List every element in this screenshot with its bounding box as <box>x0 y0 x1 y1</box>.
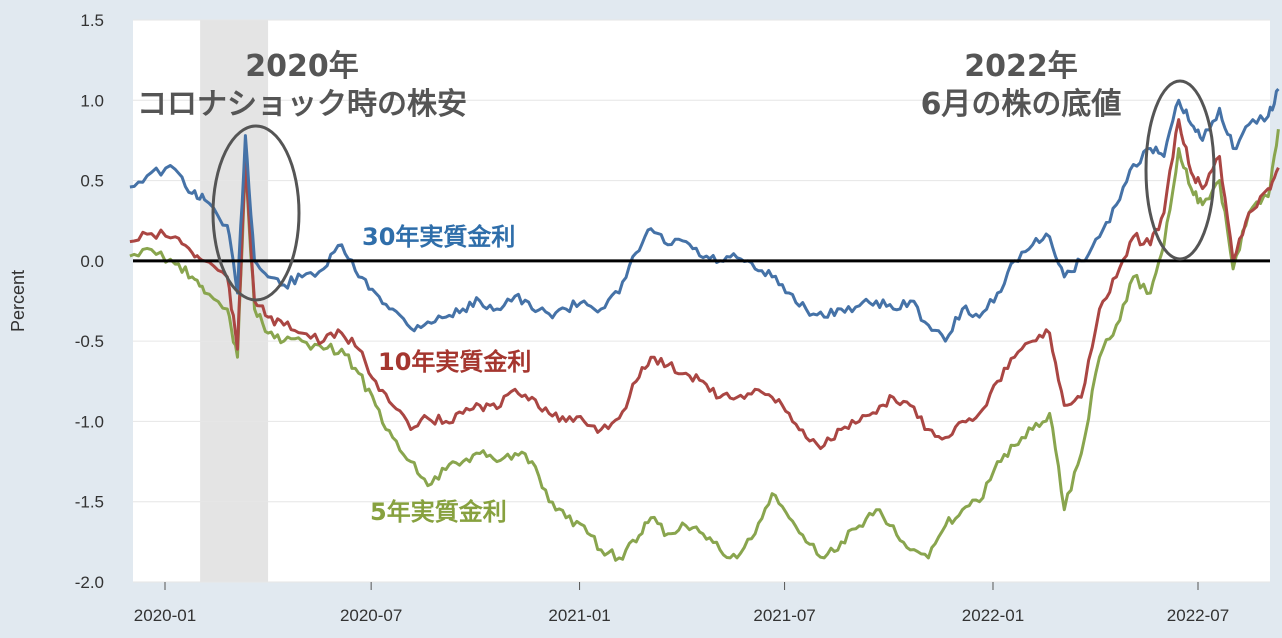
series-lines <box>129 87 1280 562</box>
series-line-5y <box>129 129 1280 562</box>
y-axis-label: Percent <box>8 270 28 332</box>
y-tick-label: 0.5 <box>80 172 104 191</box>
annotation-2020-line1: 2020年 <box>245 49 359 84</box>
highlight-circles <box>211 79 1216 302</box>
y-tick-label: -2.0 <box>75 573 104 592</box>
plot-background <box>133 20 1270 582</box>
annotation-2022-line2: 6月の株の底値 <box>921 87 1122 122</box>
y-tick-label: 1.5 <box>80 11 104 30</box>
x-tick-label: 2022-01 <box>962 606 1024 625</box>
series-label-10y: 10年実質金利 <box>378 348 531 376</box>
highlight-ellipse-2020 <box>211 124 301 302</box>
y-tick-label: 0.0 <box>80 252 104 271</box>
y-tick-label: -0.5 <box>75 332 104 351</box>
x-tick-label: 2020-01 <box>134 606 196 625</box>
x-tick-label: 2021-01 <box>548 606 610 625</box>
y-tick-label: 1.0 <box>80 91 104 110</box>
x-tick-label: 2021-07 <box>753 606 815 625</box>
series-label-5y: 5年実質金利 <box>370 498 507 526</box>
x-tick-label: 2022-07 <box>1167 606 1229 625</box>
series-label-30y: 30年実質金利 <box>362 223 515 251</box>
highlight-ellipse-2022 <box>1144 79 1216 261</box>
y-axis-ticks: 1.5 1.0 0.5 0.0 -0.5 -1.0 -1.5 -2.0 <box>75 11 104 592</box>
y-tick-label: -1.5 <box>75 493 104 512</box>
y-tick-label: -1.0 <box>75 412 104 431</box>
annotation-2020-line2: コロナショック時の株安 <box>137 87 467 122</box>
x-axis-ticks: 2020-01 2020-07 2021-01 2021-07 2022-01 2022-… <box>134 582 1229 625</box>
series-line-10y <box>129 118 1280 450</box>
annotation-2022-line1: 2022年 <box>964 49 1078 84</box>
series-line-30y <box>129 87 1280 343</box>
x-tick-label: 2020-07 <box>340 606 402 625</box>
